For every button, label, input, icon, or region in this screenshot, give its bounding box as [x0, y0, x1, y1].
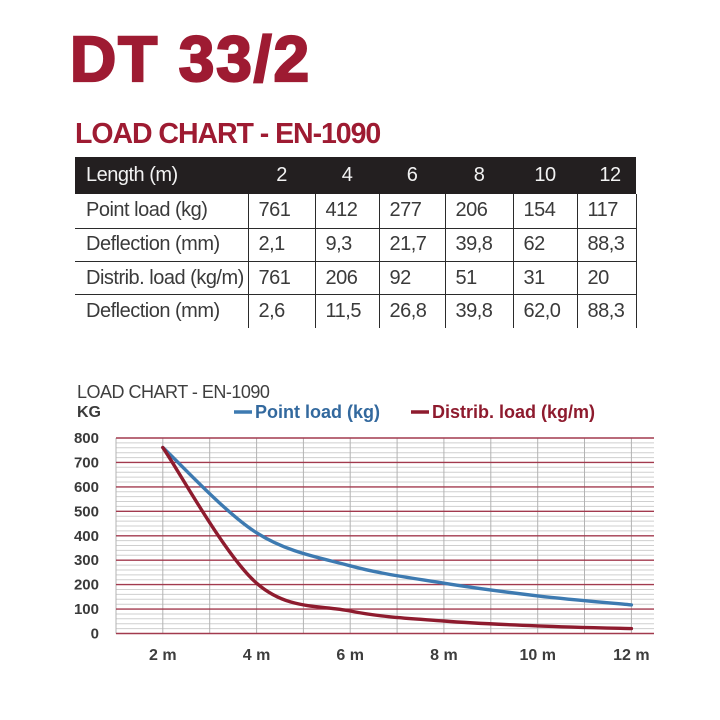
svg-text:8 m: 8 m: [430, 647, 458, 664]
svg-text:200: 200: [74, 577, 99, 594]
svg-text:400: 400: [74, 528, 99, 545]
svg-text:100: 100: [74, 601, 99, 618]
svg-text:10 m: 10 m: [519, 647, 555, 664]
svg-text:600: 600: [74, 479, 99, 496]
svg-text:800: 800: [74, 430, 99, 447]
svg-text:700: 700: [74, 454, 99, 471]
svg-text:500: 500: [74, 503, 99, 520]
svg-text:4 m: 4 m: [243, 647, 271, 664]
svg-text:300: 300: [74, 552, 99, 569]
svg-text:6 m: 6 m: [336, 647, 364, 664]
svg-text:Distrib. load (kg/m): Distrib. load (kg/m): [432, 402, 595, 422]
svg-text:0: 0: [91, 626, 99, 643]
svg-text:12 m: 12 m: [613, 647, 649, 664]
svg-text:2 m: 2 m: [149, 647, 177, 664]
svg-text:Point load (kg): Point load (kg): [255, 402, 380, 422]
